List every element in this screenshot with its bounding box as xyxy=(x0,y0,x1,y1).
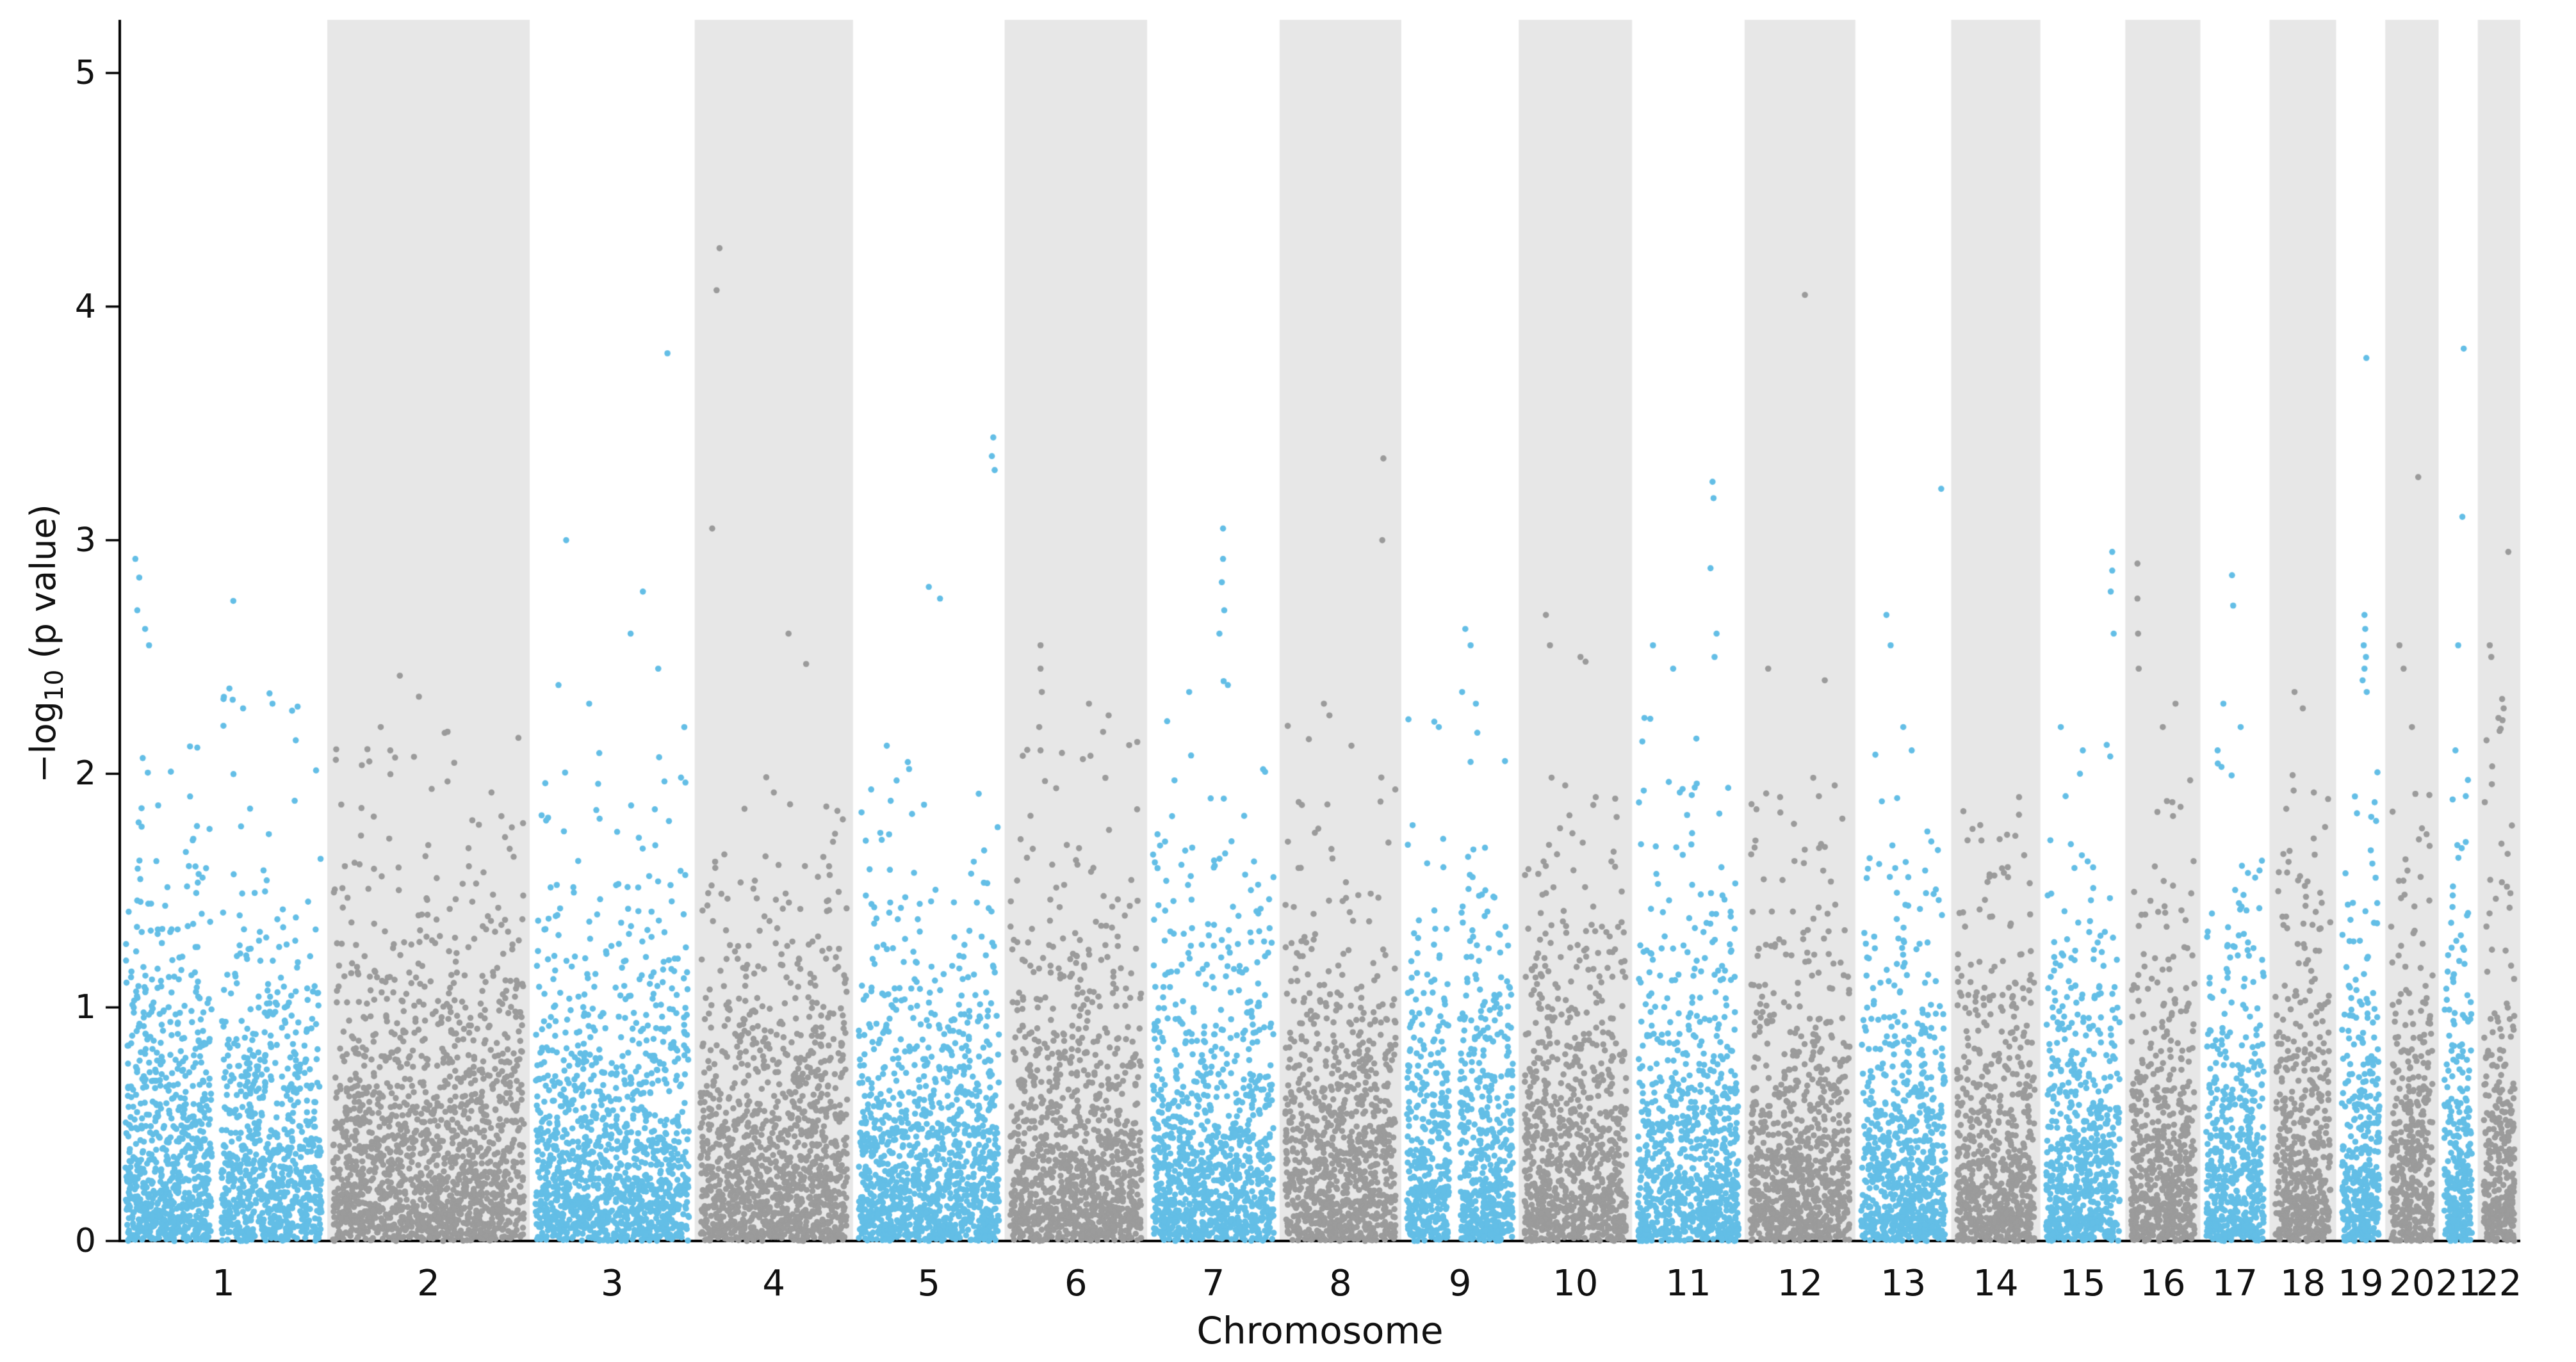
x-tick-label: 20 xyxy=(2389,1263,2435,1304)
x-tick-label: 18 xyxy=(2279,1263,2326,1304)
x-tick-label: 19 xyxy=(2338,1263,2384,1304)
x-tick-label: 6 xyxy=(1064,1263,1088,1304)
y-tick-label: 4 xyxy=(74,287,96,326)
x-tick-label: 21 xyxy=(2435,1263,2481,1304)
x-tick-label: 8 xyxy=(1329,1263,1352,1304)
x-tick-label: 22 xyxy=(2476,1263,2522,1304)
x-tick-label: 2 xyxy=(417,1263,440,1304)
x-tick-label: 15 xyxy=(2060,1263,2106,1304)
x-tick-label: 16 xyxy=(2140,1263,2186,1304)
x-tick-label: 9 xyxy=(1448,1263,1472,1304)
x-tick-label: 1 xyxy=(212,1263,235,1304)
y-tick-label: 2 xyxy=(74,754,96,793)
x-tick-label: 3 xyxy=(601,1263,624,1304)
x-tick-label: 17 xyxy=(2212,1263,2258,1304)
y-tick-label: 5 xyxy=(74,54,96,92)
x-tick-label: 4 xyxy=(762,1263,786,1304)
x-tick-label: 5 xyxy=(917,1263,941,1304)
y-tick-label: 1 xyxy=(74,988,96,1027)
y-axis-label: −log10 (p value) xyxy=(23,387,69,900)
y-tick-label: 0 xyxy=(74,1222,96,1260)
y-axis-label-subscript: 10 xyxy=(40,669,69,702)
x-tick-label: 7 xyxy=(1202,1263,1225,1304)
x-tick-label: 11 xyxy=(1665,1263,1711,1304)
x-tick-label: 14 xyxy=(1973,1263,2019,1304)
x-tick-label: 13 xyxy=(1880,1263,1927,1304)
y-tick-label: 3 xyxy=(74,521,96,560)
x-tick-label: 12 xyxy=(1777,1263,1823,1304)
x-axis-label: Chromosome xyxy=(1196,1309,1444,1352)
x-tick-label: 10 xyxy=(1553,1263,1599,1304)
